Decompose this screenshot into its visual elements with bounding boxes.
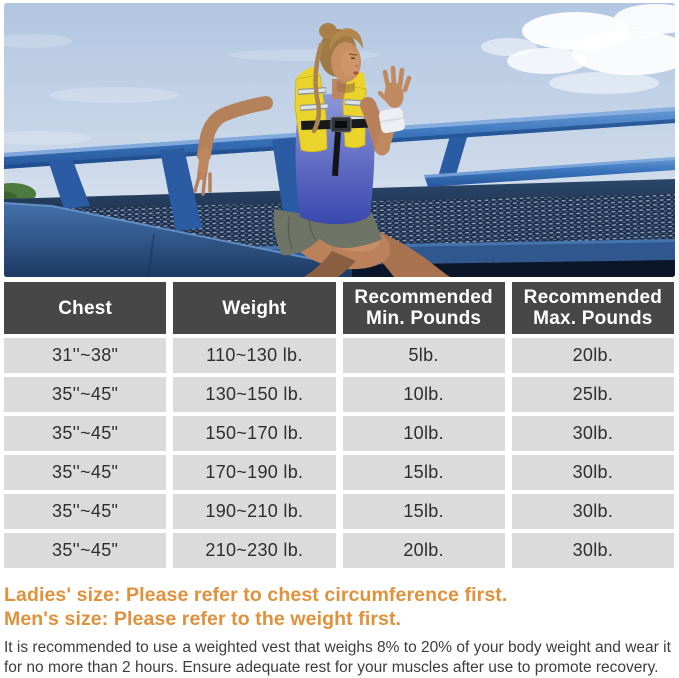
foreground-panel (4, 202, 353, 277)
table-cell: 31''~38" (4, 338, 167, 373)
buckle-slot (335, 121, 347, 128)
table-cell: 10lb. (342, 377, 505, 412)
reflective-stripe (300, 103, 329, 111)
head (311, 23, 363, 134)
table-cell: 35''~45" (4, 494, 167, 529)
table-cell: 110~130 lb. (173, 338, 336, 373)
header-label: Min. Pounds (366, 308, 482, 329)
raised-arm (360, 65, 412, 156)
wristband (378, 107, 405, 134)
table-cell: 210~230 lb. (173, 533, 336, 568)
hero-photo (4, 3, 675, 277)
table-cell: 20lb. (511, 338, 674, 373)
runner-figure (193, 23, 450, 277)
trailing-arm (193, 96, 273, 196)
reflective-stripe (298, 87, 327, 95)
header-label: Recommended (523, 287, 663, 308)
table-cell: 35''~45" (4, 416, 167, 451)
header-label: Max. Pounds (533, 308, 653, 329)
table-cell: 130~150 lb. (173, 377, 336, 412)
table-cell: 35''~45" (4, 455, 167, 490)
table-cell: 20lb. (342, 533, 505, 568)
col-header-weight: Weight (173, 282, 336, 334)
size-chart-table: Chest Weight Recommended Min. Pounds Rec… (4, 282, 674, 568)
header-label: Recommended (354, 287, 493, 308)
table-cell: 15lb. (342, 494, 505, 529)
table-cell: 15lb. (342, 455, 505, 490)
table-cell: 30lb. (511, 533, 674, 568)
hair (329, 28, 363, 53)
sizing-notes: Ladies' size: Please refer to chest circ… (0, 583, 679, 678)
table-cell: 25lb. (511, 377, 674, 412)
ladies-size-note: Ladies' size: Please refer to chest circ… (4, 584, 508, 606)
header-label: Chest (58, 297, 113, 319)
header-label: Weight (222, 297, 287, 319)
table-cell: 35''~45" (4, 533, 167, 568)
table-cell: 30lb. (511, 455, 674, 490)
usage-recommendation-note: It is recommended to use a weighted vest… (4, 639, 671, 676)
hair-strand (311, 42, 324, 134)
table-cell: 170~190 lb. (173, 455, 336, 490)
table-cell: 10lb. (342, 416, 505, 451)
table-cell: 30lb. (511, 416, 674, 451)
table-cell: 190~210 lb. (173, 494, 336, 529)
col-header-max-pounds: Recommended Max. Pounds (511, 282, 674, 334)
table-cell: 150~170 lb. (173, 416, 336, 451)
weighted-vest (294, 66, 370, 177)
col-header-min-pounds: Recommended Min. Pounds (342, 282, 505, 334)
col-header-chest: Chest (4, 282, 167, 334)
lips (353, 71, 359, 75)
bridge-runner-scene (4, 3, 675, 277)
secondary-rail (424, 127, 675, 187)
mens-size-note: Men's size: Please refer to the weight f… (4, 608, 402, 630)
table-cell: 35''~45" (4, 377, 167, 412)
hanging-strap (331, 131, 341, 177)
table-cell: 5lb. (342, 338, 505, 373)
table-cell: 30lb. (511, 494, 674, 529)
ponytail (319, 23, 337, 39)
